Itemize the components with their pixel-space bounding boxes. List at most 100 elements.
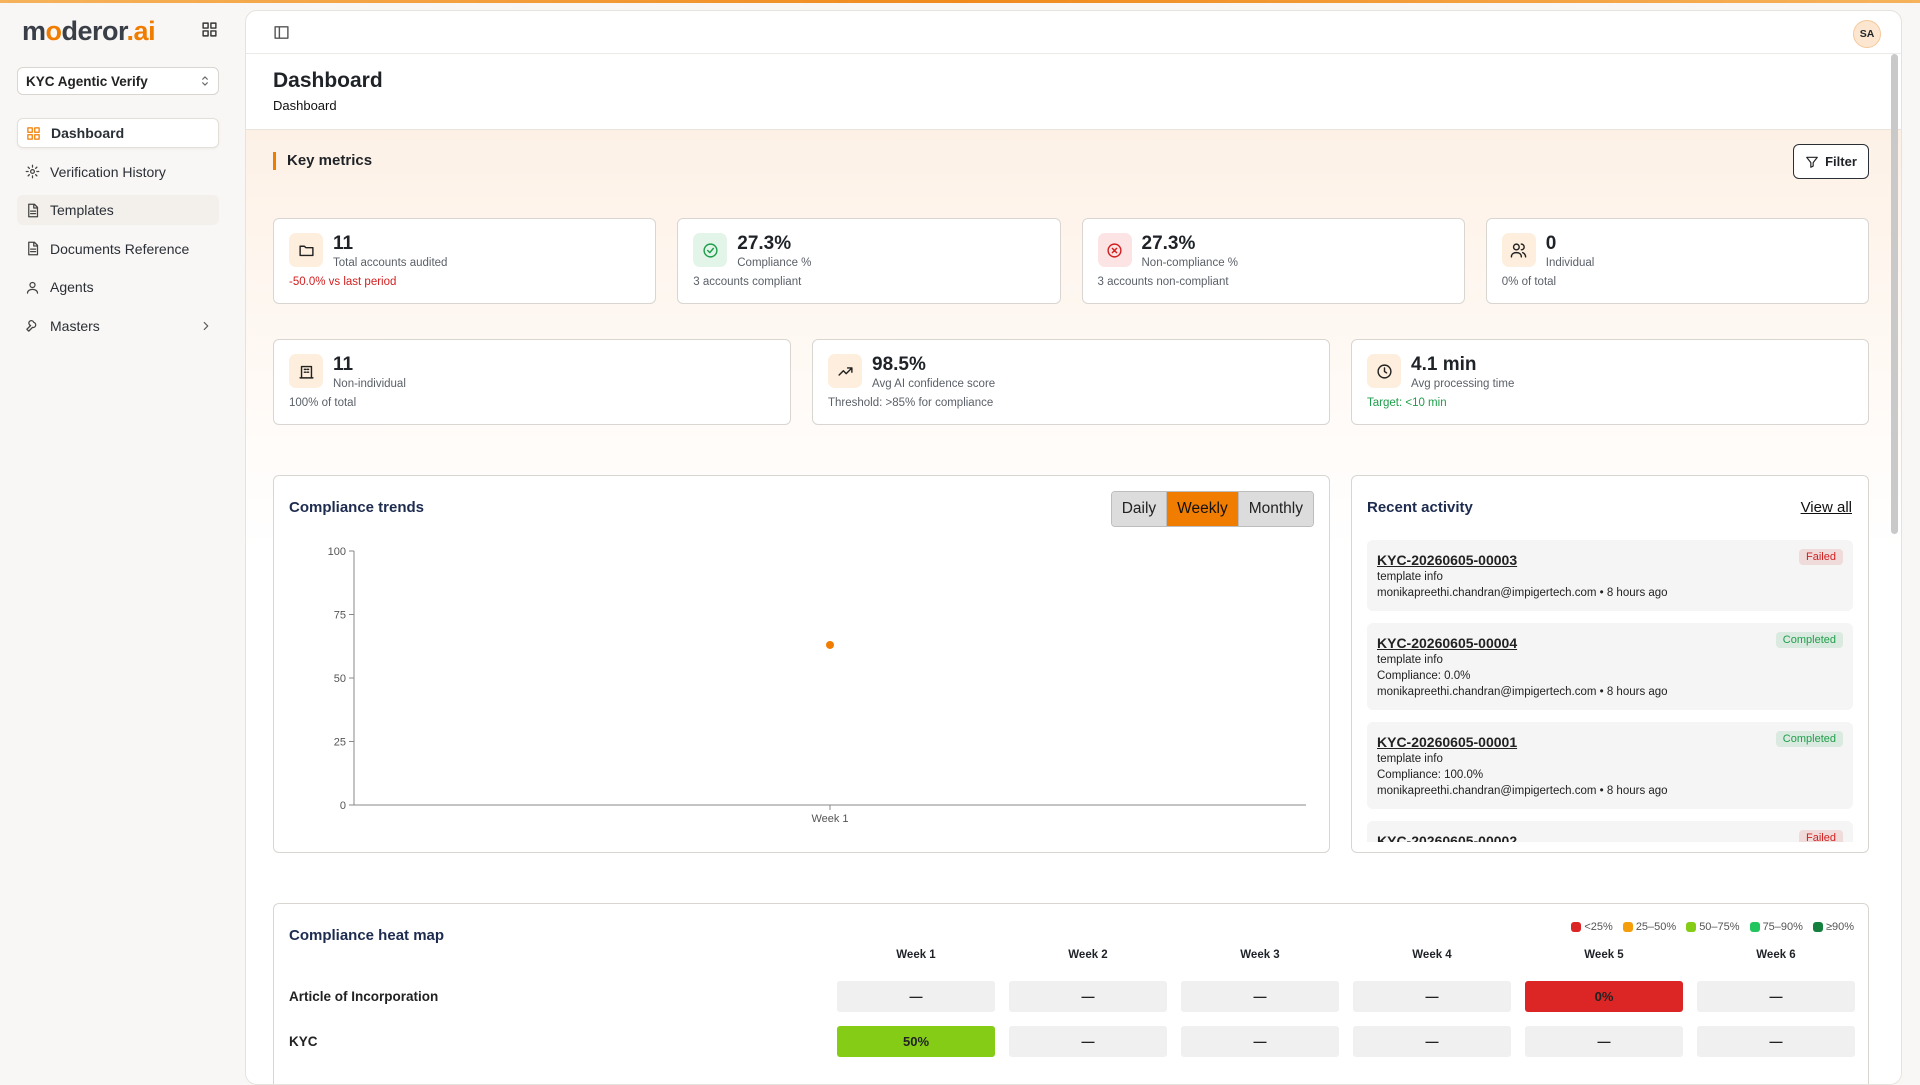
activity-item[interactable]: KYC-20260605-00004 Completed template info… [1367,623,1853,710]
logo-part: deror [61,16,128,46]
nav-item[interactable]: Verification History [17,157,219,187]
metric-label: Non-compliance % [1141,257,1239,269]
metric-value: 11 [333,233,354,254]
heat-cell: 50% [837,1026,995,1057]
nav-item[interactable]: Dashboard [17,118,219,148]
topbar: SA [246,11,1901,54]
avatar[interactable]: SA [1853,20,1881,48]
apps-button[interactable] [201,21,218,43]
metric-note: Threshold: >85% for compliance [828,397,994,409]
icon [27,126,40,140]
legend-label: 75–90% [1762,921,1803,933]
activity-line: monikapreethi.chandran@impigertech.com •… [1377,686,1668,698]
metric-value: 27.3% [1141,233,1196,254]
column-header: Week 5 [1584,949,1624,961]
nav-item[interactable]: Masters [17,311,219,341]
metric-head: 98.5% Avg AI confidence score [828,354,1314,390]
activity-line: Compliance: 0.0% [1377,670,1471,682]
tab[interactable]: Daily [1111,492,1168,526]
metric-note: -50.0% vs last period [289,276,397,288]
metric-text: 4.1 min Avg processing time [1411,354,1514,390]
column-header: Week 6 [1756,949,1796,961]
activity-item[interactable]: KYC-20260605-00002 Failed [1367,821,1853,842]
y-tick-label: 100 [328,546,346,558]
icon [203,321,209,331]
metric-card: 98.5% Avg AI confidence score Threshold: >… [812,339,1330,425]
legend: <25% 25–50% 50–75% 75–90% ≥90% [1571,921,1854,933]
icon [1376,363,1392,379]
icon-path [837,366,853,376]
heatmap-panel: Compliance heat map <25% 25–50% 50–75% 75–90… [273,903,1869,1084]
logo: moderor.ai [22,16,156,47]
nav-item[interactable]: Documents Reference [17,234,219,264]
heat-cell: — [1353,981,1511,1012]
icon-path [1806,156,1818,168]
activity-id[interactable]: KYC-20260605-00001 [1377,734,1518,750]
filter-label: Filter [1825,154,1857,169]
legend-item: 50–75% [1686,921,1740,933]
row-label: KYC [289,1034,318,1049]
activity-line: monikapreethi.chandran@impigertech.com •… [1377,587,1668,599]
icon [298,245,314,256]
activity-line: template info [1377,654,1443,666]
icon [28,241,39,256]
status-badge: Failed [1799,830,1843,842]
metric-head: 11 Total accounts audited [289,233,640,269]
metric-value: 4.1 min [1411,354,1477,375]
icon [703,242,718,258]
metrics-row: 11 Non-individual 100% of total 98.5% Avg AI… [273,339,1869,425]
metric-label: Individual [1545,257,1595,269]
icon-path [27,126,40,140]
legend-swatch [1812,922,1823,932]
activity-id[interactable]: KYC-20260605-00003 [1377,552,1518,568]
status-badge: Completed [1775,731,1843,747]
scrollbar [1891,54,1898,534]
metric-head: 27.3% Non-compliance % [1097,233,1449,269]
panel-title: Recent activity [1367,499,1473,516]
activity-id[interactable]: KYC-20260605-00002 [1377,833,1518,842]
y-tick-label: 50 [334,673,346,685]
metric-value: 98.5% [872,354,926,375]
icon-path [28,203,39,218]
icon [202,22,217,37]
tab[interactable]: Weekly [1167,492,1239,526]
top-accent [0,0,1920,3]
heat-cell: — [1525,1026,1683,1057]
heat-cell: — [1353,1026,1511,1057]
metric-head: 11 Non-individual [289,354,775,390]
view-all-link[interactable]: View all [1800,499,1852,516]
metric-icon [828,354,862,388]
workspace-select[interactable]: KYC Agentic Verify [17,67,219,95]
activity-id[interactable]: KYC-20260605-00004 [1377,635,1518,651]
metric-value: 11 [333,354,354,375]
legend-swatch [1571,922,1582,932]
icon-path [202,22,217,37]
activity-item[interactable]: KYC-20260605-00001 Completed template info… [1367,722,1853,809]
icon [1806,156,1818,168]
page-title: Dashboard [273,69,383,92]
metric-text: 27.3% Non-compliance % [1142,233,1239,269]
nav-item[interactable]: Templates [17,195,219,226]
metric-head: 4.1 min Avg processing time [1367,354,1853,390]
metric-card: 0 Individual 0% of total [1485,218,1869,304]
tab[interactable]: Monthly [1238,492,1313,526]
metric-value: 0 [1545,233,1557,254]
icon-path [203,321,209,331]
metric-head: 27.3% Compliance % [693,233,1044,269]
metric-label: Avg processing time [1411,378,1515,390]
nav-item[interactable]: Agents [17,272,219,302]
icon [26,281,39,294]
chart: 0 25 50 75 100 Week 1 [328,546,1306,825]
filter-button[interactable]: Filter [1793,144,1869,179]
metric-icon [289,233,323,267]
metric-note: Target: <10 min [1367,397,1447,409]
activity-item[interactable]: KYC-20260605-00003 Failed template info mon… [1367,540,1853,611]
recent-panel: Recent activity View all KYC-20260605-0000… [1351,475,1869,853]
metric-label: Compliance % [737,257,812,269]
metric-icon [1097,233,1132,267]
icon-path [26,320,37,333]
metric-text: 11 Non-individual [333,354,406,390]
sidebar-toggle[interactable] [273,24,290,46]
heat-cell: — [1181,981,1339,1012]
metric-text: 27.3% Compliance % [737,233,811,269]
